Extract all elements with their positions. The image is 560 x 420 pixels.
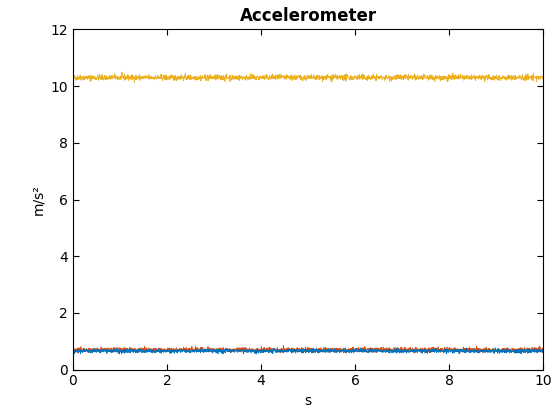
- X-axis label: s: s: [305, 394, 311, 408]
- Y-axis label: m/s²: m/s²: [31, 184, 45, 215]
- Title: Accelerometer: Accelerometer: [240, 7, 376, 25]
